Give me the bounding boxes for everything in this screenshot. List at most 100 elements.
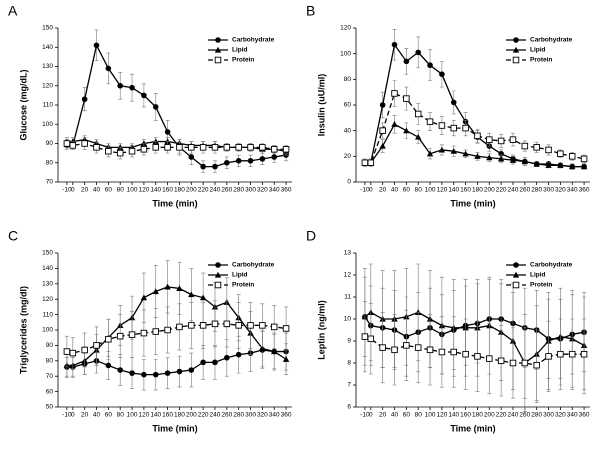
y-tick-label: 110 bbox=[43, 311, 54, 318]
x-tick-label: 240 bbox=[508, 412, 519, 419]
data-point bbox=[486, 355, 493, 362]
x-tick-label: -10 bbox=[360, 412, 370, 419]
data-point bbox=[188, 154, 195, 160]
data-point bbox=[199, 144, 207, 151]
data-point bbox=[569, 163, 576, 170]
data-point bbox=[545, 146, 552, 154]
x-tick-label: 220 bbox=[496, 412, 507, 419]
data-point bbox=[415, 133, 422, 140]
x-tick-label: 80 bbox=[117, 187, 125, 194]
x-tick-label: 60 bbox=[105, 412, 113, 419]
data-point bbox=[367, 335, 375, 343]
x-tick-label: 360 bbox=[281, 187, 292, 194]
x-tick-label: 320 bbox=[257, 187, 268, 194]
data-point bbox=[379, 102, 386, 108]
data-point bbox=[81, 140, 88, 147]
x-tick-label: 80 bbox=[117, 412, 125, 419]
panel-label: C bbox=[8, 228, 18, 244]
data-point bbox=[462, 150, 469, 157]
data-point bbox=[557, 150, 564, 158]
y-tick-label: 100 bbox=[42, 121, 53, 128]
data-point bbox=[497, 137, 505, 145]
x-tick-label: 60 bbox=[403, 412, 411, 419]
x-tick-label: 140 bbox=[150, 187, 161, 194]
legend-label: Protein bbox=[530, 57, 552, 64]
data-point bbox=[93, 42, 100, 49]
y-tick-label: 110 bbox=[43, 102, 54, 109]
x-tick-label: 0 bbox=[71, 412, 75, 419]
x-tick-label: 320 bbox=[555, 187, 566, 194]
data-point bbox=[200, 359, 206, 366]
x-tick-label: 180 bbox=[174, 187, 185, 194]
x-tick-label: -10 bbox=[360, 187, 370, 194]
legend-marker bbox=[215, 37, 221, 43]
x-tick-label: 320 bbox=[257, 412, 268, 419]
data-point bbox=[116, 149, 124, 157]
data-point bbox=[557, 162, 564, 168]
data-point bbox=[509, 156, 517, 163]
data-point bbox=[129, 370, 135, 376]
data-point bbox=[497, 155, 505, 162]
legend-label: Lipid bbox=[530, 47, 546, 54]
y-axis-label: Leptin (ng/ml) bbox=[316, 300, 326, 360]
x-tick-label: 300 bbox=[245, 412, 256, 419]
y-tick-label: 13 bbox=[344, 250, 352, 257]
legend-marker bbox=[512, 281, 520, 289]
y-tick-label: 60 bbox=[46, 388, 54, 395]
x-tick-label: 340 bbox=[269, 412, 280, 419]
data-point bbox=[259, 322, 266, 329]
legend-label: Carbohydrate bbox=[232, 262, 275, 269]
x-tick-label: 140 bbox=[448, 412, 459, 419]
y-tick-label: 100 bbox=[340, 50, 351, 57]
y-axis-label: Insulin (uU/ml) bbox=[316, 74, 326, 137]
data-point bbox=[117, 367, 124, 373]
data-point bbox=[439, 71, 445, 77]
data-point bbox=[188, 322, 195, 329]
x-tick-label: 260 bbox=[519, 412, 530, 419]
data-point bbox=[462, 124, 469, 132]
data-point bbox=[521, 158, 529, 165]
data-point bbox=[176, 368, 183, 375]
data-point bbox=[580, 350, 588, 358]
legend-label: Lipid bbox=[530, 272, 546, 279]
data-point bbox=[426, 346, 434, 354]
data-point bbox=[128, 147, 136, 155]
data-point bbox=[580, 155, 588, 163]
data-point bbox=[533, 361, 540, 369]
data-point bbox=[545, 353, 552, 360]
x-tick-label: 160 bbox=[162, 412, 173, 419]
data-point bbox=[199, 294, 207, 301]
y-tick-label: 90 bbox=[46, 140, 54, 147]
y-tick-label: 150 bbox=[42, 250, 53, 257]
data-point bbox=[69, 142, 77, 149]
data-point bbox=[580, 163, 588, 170]
data-point bbox=[105, 147, 112, 155]
data-point bbox=[450, 124, 457, 132]
legend-label: Carbohydrate bbox=[530, 37, 573, 44]
data-point bbox=[211, 144, 219, 151]
x-axis-label: Time (min) bbox=[450, 423, 495, 433]
data-point bbox=[497, 357, 505, 365]
data-point bbox=[81, 96, 88, 103]
data-point bbox=[140, 294, 148, 301]
data-point bbox=[140, 329, 148, 337]
data-point bbox=[63, 348, 71, 355]
data-point bbox=[235, 322, 242, 329]
x-tick-label: 120 bbox=[138, 412, 149, 419]
data-point bbox=[212, 163, 218, 170]
data-point bbox=[211, 320, 219, 328]
x-axis-label: Time (min) bbox=[450, 198, 495, 208]
data-point bbox=[414, 110, 422, 118]
data-point bbox=[391, 346, 398, 354]
data-point bbox=[117, 144, 124, 150]
x-tick-label: 100 bbox=[127, 187, 138, 194]
x-tick-label: 300 bbox=[245, 187, 256, 194]
x-tick-label: 80 bbox=[415, 187, 423, 194]
x-tick-label: 220 bbox=[198, 412, 209, 419]
y-tick-label: 120 bbox=[42, 82, 53, 89]
x-tick-label: 0 bbox=[369, 412, 373, 419]
x-tick-label: 20 bbox=[379, 412, 387, 419]
x-tick-label: 260 bbox=[221, 187, 232, 194]
series-line bbox=[364, 335, 585, 366]
